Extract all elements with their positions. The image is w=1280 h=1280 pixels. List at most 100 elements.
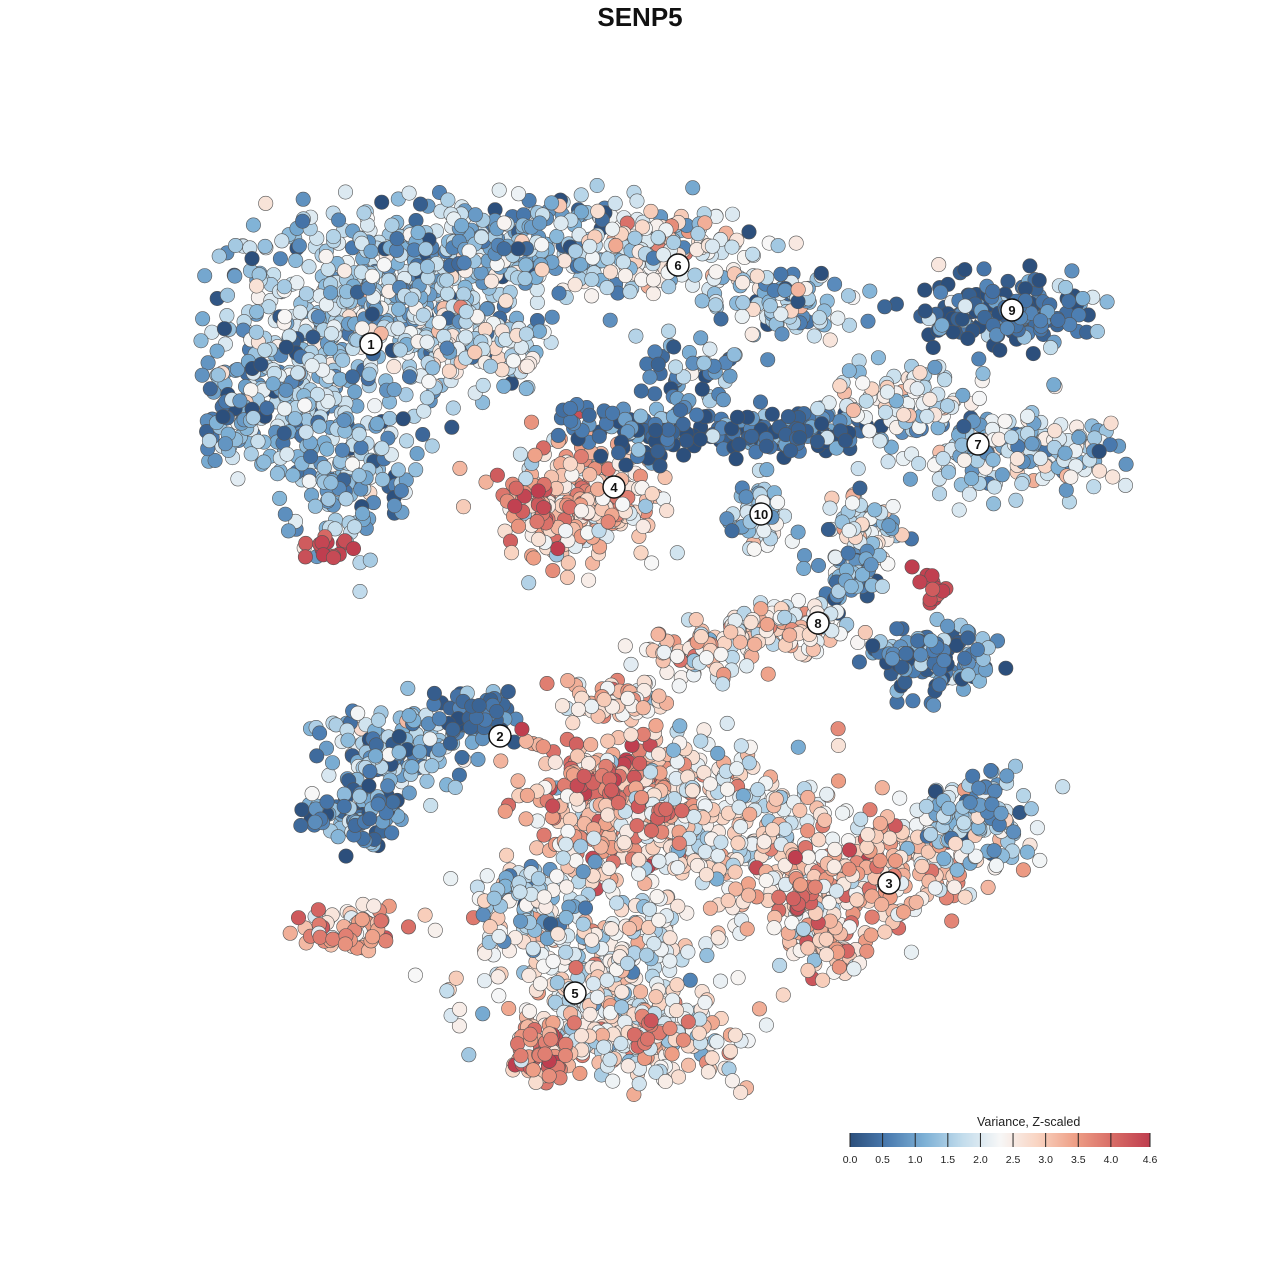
cell-point xyxy=(680,944,696,960)
cell-point xyxy=(698,650,714,666)
cell-point xyxy=(391,729,407,745)
cell-point xyxy=(589,178,605,194)
cell-point xyxy=(1099,294,1115,310)
cell-point xyxy=(475,377,491,393)
cell-point xyxy=(772,957,788,973)
cell-point xyxy=(633,984,649,1000)
cell-point xyxy=(670,860,686,876)
cell-point xyxy=(337,263,353,279)
cell-point xyxy=(699,947,715,963)
cell-point xyxy=(391,744,407,760)
cell-point xyxy=(1087,430,1103,446)
cell-point xyxy=(980,879,996,895)
cell-point xyxy=(727,864,743,880)
cell-point xyxy=(651,746,667,762)
cell-point xyxy=(730,835,746,851)
cell-point xyxy=(872,815,888,831)
cell-point xyxy=(731,436,747,452)
cell-point xyxy=(926,697,942,713)
cell-point xyxy=(749,268,765,284)
cell-point xyxy=(593,448,609,464)
cell-point xyxy=(549,975,565,991)
cell-point xyxy=(660,422,676,438)
cell-point xyxy=(609,895,625,911)
cell-point xyxy=(596,692,612,708)
cell-point xyxy=(758,872,774,888)
cell-point xyxy=(599,280,615,296)
cell-point xyxy=(810,557,826,573)
cell-point xyxy=(863,927,879,943)
cell-point xyxy=(874,578,890,594)
cell-point xyxy=(232,393,248,409)
cell-point xyxy=(800,962,816,978)
cell-point xyxy=(756,834,772,850)
cell-point xyxy=(633,545,649,561)
cell-point xyxy=(713,834,729,850)
cell-point xyxy=(835,805,851,821)
cell-point xyxy=(409,446,425,462)
cell-point xyxy=(949,862,965,878)
cell-point xyxy=(253,356,269,372)
cell-point xyxy=(335,352,351,368)
cell-point xyxy=(541,1068,557,1084)
cell-point xyxy=(738,489,754,505)
cell-point xyxy=(467,344,483,360)
cell-point xyxy=(975,366,991,382)
cell-point xyxy=(439,272,455,288)
cell-point xyxy=(510,518,526,534)
cell-point xyxy=(690,226,706,242)
cell-point xyxy=(243,446,259,462)
cell-point xyxy=(1057,445,1073,461)
cell-point xyxy=(741,224,757,240)
cell-point xyxy=(684,783,700,799)
cell-point xyxy=(1047,423,1063,439)
cell-point xyxy=(630,442,646,458)
cell-point xyxy=(782,627,798,643)
cell-point xyxy=(735,275,751,291)
cell-point xyxy=(483,273,499,289)
cell-point xyxy=(600,733,616,749)
cell-point xyxy=(257,238,273,254)
cell-point xyxy=(1043,340,1059,356)
cell-point xyxy=(841,363,857,379)
cell-point xyxy=(985,452,1001,468)
cell-point xyxy=(530,871,546,887)
cell-point xyxy=(386,359,402,375)
cell-point xyxy=(697,844,713,860)
cell-point xyxy=(525,1062,541,1078)
cell-point xyxy=(991,431,1007,447)
cell-point xyxy=(585,976,601,992)
cell-point xyxy=(272,490,288,506)
cell-point xyxy=(635,518,651,534)
cell-point xyxy=(960,667,976,683)
cell-point xyxy=(927,880,943,896)
cell-point xyxy=(602,264,618,280)
cell-point xyxy=(453,218,469,234)
cell-point xyxy=(956,418,972,434)
cell-point xyxy=(256,454,272,470)
cell-point xyxy=(775,987,791,1003)
cell-point xyxy=(892,790,908,806)
cell-point xyxy=(572,1065,588,1081)
cell-point xyxy=(614,984,630,1000)
cell-point xyxy=(922,391,938,407)
cell-point xyxy=(828,549,844,565)
cell-point xyxy=(496,241,512,257)
cell-point xyxy=(334,442,350,458)
cell-point xyxy=(258,195,274,211)
cell-point xyxy=(912,365,928,381)
cell-point xyxy=(600,807,616,823)
cell-point xyxy=(819,947,835,963)
cell-point xyxy=(939,398,955,414)
cell-point xyxy=(294,802,310,818)
cell-point xyxy=(473,229,489,245)
cell-point xyxy=(724,1073,740,1089)
cell-point xyxy=(604,221,620,237)
cell-point xyxy=(668,1002,684,1018)
cell-point xyxy=(440,192,456,208)
cell-point xyxy=(558,836,574,852)
cell-point xyxy=(584,932,600,948)
cell-point xyxy=(810,400,826,416)
cell-point xyxy=(830,310,846,326)
cell-point xyxy=(536,827,552,843)
